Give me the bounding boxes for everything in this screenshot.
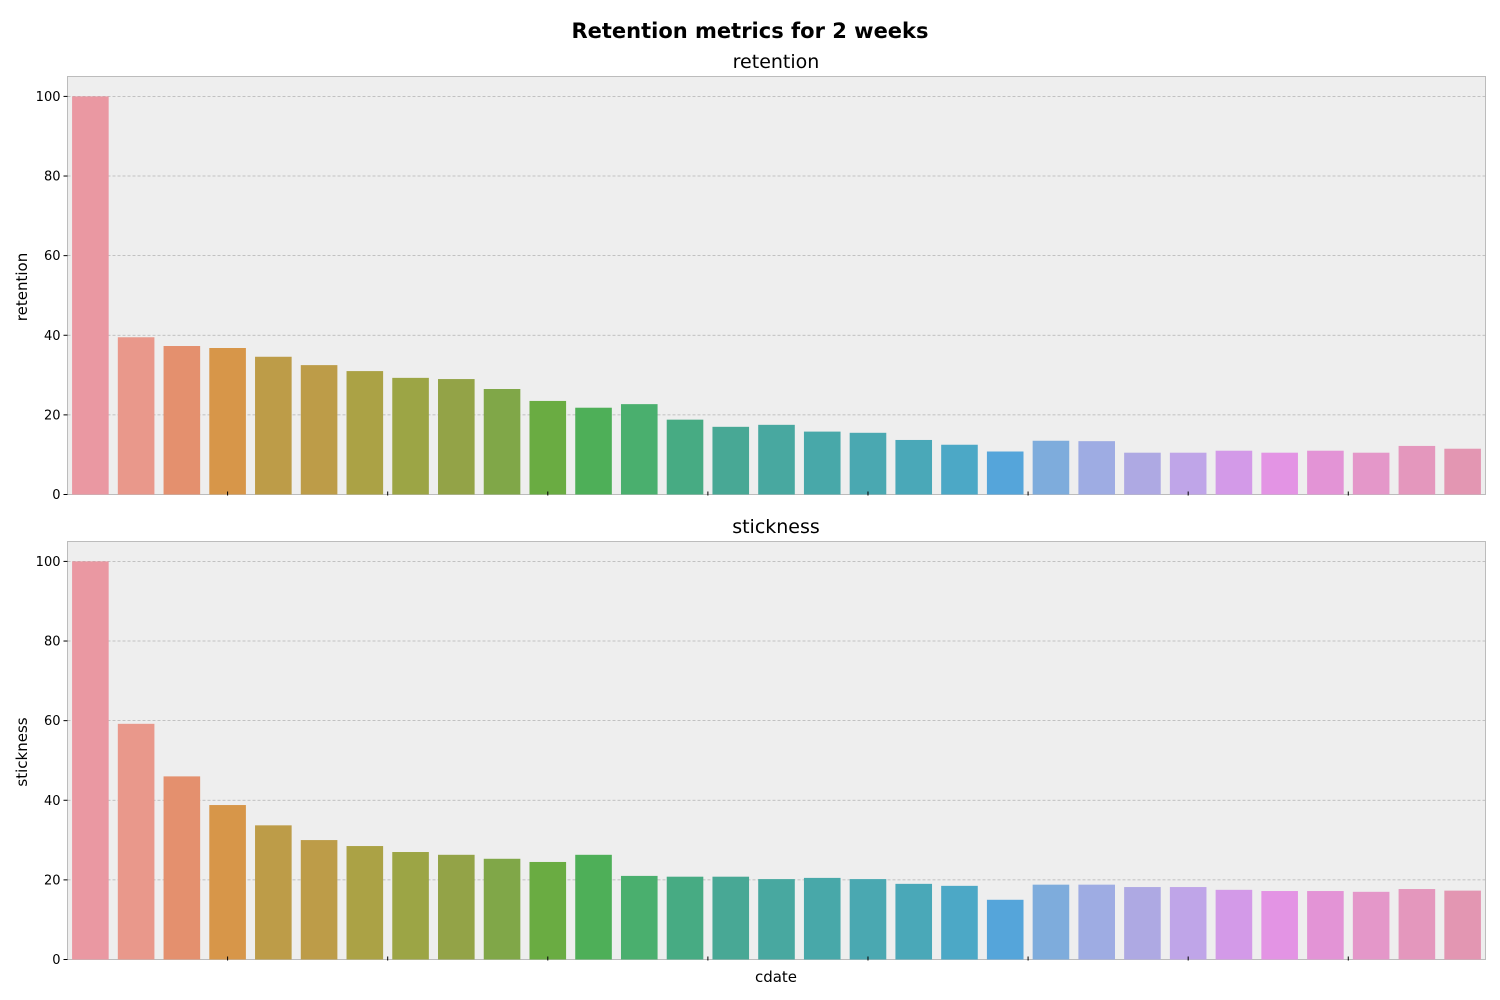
stickness-bar — [1398, 889, 1436, 960]
retention-bar — [209, 348, 246, 495]
stickness-bar — [712, 876, 750, 960]
stickness-bar — [483, 858, 521, 960]
retention-ytick-label: 20 — [44, 408, 61, 423]
stickness-bar — [438, 854, 475, 960]
stickness-ytick-label: 80 — [44, 635, 61, 650]
stickness-bar — [209, 805, 246, 960]
retention-bar — [392, 377, 429, 495]
stickness-bar — [849, 879, 887, 960]
retention-bar — [72, 96, 109, 495]
retention-panel-title: retention — [733, 51, 820, 73]
stickness-bar — [620, 875, 658, 960]
stickness-bar — [1352, 891, 1390, 960]
stickness-bar — [803, 877, 841, 960]
stickness-ytick-label: 40 — [44, 794, 61, 809]
retention-bar — [849, 432, 887, 495]
stickness-ytick-label: 0 — [52, 953, 60, 968]
retention-bar — [438, 379, 475, 495]
stickness-bar — [1215, 889, 1253, 960]
stickness-bar — [300, 840, 338, 960]
retention-bar — [620, 404, 658, 495]
retention-bar — [1032, 440, 1070, 495]
stickness-bar — [1032, 884, 1070, 960]
retention-bar — [483, 389, 521, 495]
stickness-bar — [666, 876, 704, 960]
stickness-bar — [986, 899, 1024, 960]
x-axis-label: cdate — [755, 968, 797, 986]
retention-bar — [346, 371, 384, 495]
stickness-bar — [1124, 887, 1161, 960]
stickness-bar — [529, 861, 567, 960]
retention-panel: 0 20 40 60 80 100 retention retention — [13, 51, 1486, 503]
retention-ytick-label: 60 — [44, 249, 61, 264]
stickness-bar — [575, 854, 612, 960]
stickness-bar — [895, 883, 933, 960]
stickness-panel: 0 20 40 60 80 100 stickness stickness cdate — [13, 516, 1486, 986]
retention-ytick-label: 100 — [36, 90, 61, 105]
stickness-bar — [163, 776, 201, 960]
stickness-panel-title: stickness — [732, 516, 820, 538]
retention-bar — [712, 426, 750, 495]
stickness-ytick-label: 60 — [44, 714, 61, 729]
stickness-bar — [758, 879, 795, 960]
retention-bar — [1307, 450, 1344, 495]
stickness-bar — [1444, 890, 1481, 960]
retention-bar — [1215, 450, 1253, 495]
retention-bar — [986, 451, 1024, 495]
retention-ytick-label: 0 — [52, 488, 60, 503]
stickness-bar — [1169, 887, 1207, 960]
retention-bar — [666, 419, 704, 495]
stickness-bar — [1261, 891, 1298, 960]
retention-bar — [163, 346, 201, 495]
stickness-bar — [346, 846, 384, 960]
retention-bar — [575, 407, 612, 495]
retention-bar — [529, 400, 567, 495]
retention-bar — [255, 356, 292, 495]
retention-bar — [117, 337, 155, 495]
retention-ytick-label: 80 — [44, 170, 61, 185]
stickness-bar — [72, 561, 109, 960]
retention-bar — [1398, 445, 1436, 495]
stickness-ytick-label: 20 — [44, 873, 61, 888]
retention-bar — [300, 365, 338, 495]
stickness-bar — [1078, 884, 1115, 960]
stickness-bar — [117, 723, 155, 960]
retention-bar — [1169, 452, 1207, 495]
retention-bar — [895, 439, 933, 495]
retention-bar — [1352, 452, 1390, 495]
stickness-ytick-label: 100 — [36, 555, 61, 570]
retention-y-axis-label: retention — [13, 253, 31, 321]
retention-bar — [758, 424, 795, 495]
retention-bar — [803, 431, 841, 495]
retention-bar — [1261, 452, 1298, 495]
stickness-bar — [941, 885, 978, 960]
stickness-bar — [255, 825, 292, 960]
retention-bar — [1124, 452, 1161, 495]
stickness-bar — [392, 852, 429, 960]
stickness-bar — [1307, 891, 1344, 960]
figure-suptitle: Retention metrics for 2 weeks — [571, 19, 928, 43]
retention-bar — [941, 444, 978, 495]
retention-ytick-label: 40 — [44, 329, 61, 344]
retention-bar — [1444, 448, 1481, 495]
retention-bar — [1078, 441, 1115, 495]
stickness-y-axis-label: stickness — [13, 717, 31, 786]
